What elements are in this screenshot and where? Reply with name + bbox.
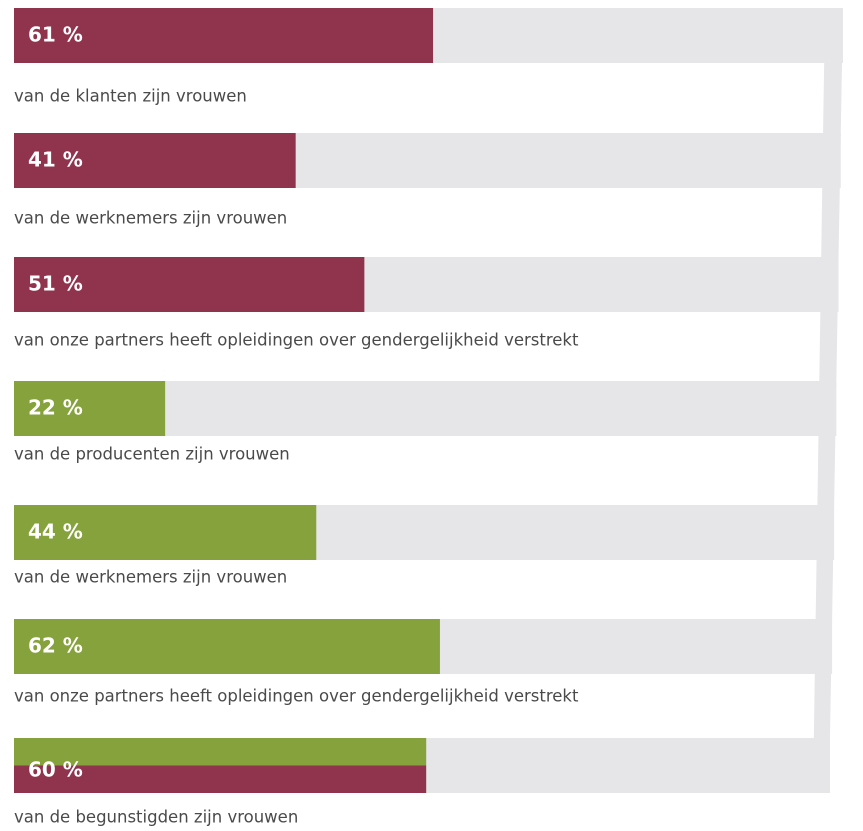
bar (14, 619, 440, 674)
category-label: van onze partners heeft opleidingen over… (14, 687, 579, 706)
bar (14, 133, 296, 188)
value-label: 44 % (28, 520, 83, 544)
bar (14, 381, 166, 436)
value-label: 22 % (28, 396, 83, 420)
value-label: 41 % (28, 148, 83, 172)
category-label: van de klanten zijn vrouwen (14, 87, 247, 106)
category-label: van onze partners heeft opleidingen over… (14, 331, 579, 350)
category-label: van de werknemers zijn vrouwen (14, 568, 287, 587)
bar (14, 8, 434, 63)
value-label: 60 % (28, 758, 83, 782)
bar (14, 505, 317, 560)
bar (14, 257, 365, 312)
bar (14, 765, 427, 793)
value-label: 51 % (28, 272, 83, 296)
category-label: van de producenten zijn vrouwen (14, 445, 290, 464)
bar (14, 738, 427, 766)
category-label: van de werknemers zijn vrouwen (14, 209, 287, 228)
value-label: 61 % (28, 23, 83, 47)
category-label: van de begunstigden zijn vrouwen (14, 808, 298, 827)
value-label: 62 % (28, 634, 83, 658)
